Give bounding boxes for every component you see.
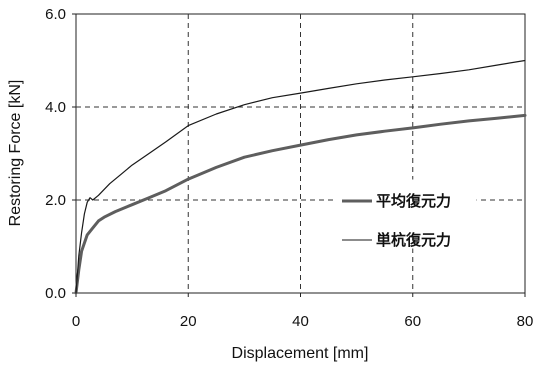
axis-ticks: 0 20 40 60 80 0.0 2.0 4.0 6.0	[45, 6, 533, 330]
legend-label-series-1: 平均復元力	[376, 192, 451, 210]
x-tick-label: 0	[72, 313, 80, 330]
x-tick-label: 80	[517, 313, 534, 330]
x-axis-title: Displacement [mm]	[232, 345, 369, 362]
x-tick-label: 40	[292, 313, 309, 330]
data-series	[74, 59, 527, 295]
y-tick-label: 0.0	[45, 285, 66, 302]
y-tick-label: 4.0	[45, 99, 66, 116]
legend: 平均復元力 単杭復元力	[335, 179, 477, 249]
series-line-1	[74, 113, 527, 295]
grid-lines	[76, 14, 525, 293]
y-tick-label: 2.0	[45, 192, 66, 209]
legend-label-series-2: 単杭復元力	[376, 231, 451, 249]
legend-box	[335, 179, 477, 249]
y-tick-label: 6.0	[45, 6, 66, 23]
y-axis-title: Restoring Force [kN]	[7, 80, 24, 227]
x-tick-label: 20	[180, 313, 197, 330]
x-tick-label: 60	[404, 313, 421, 330]
series-line-2	[75, 59, 526, 294]
